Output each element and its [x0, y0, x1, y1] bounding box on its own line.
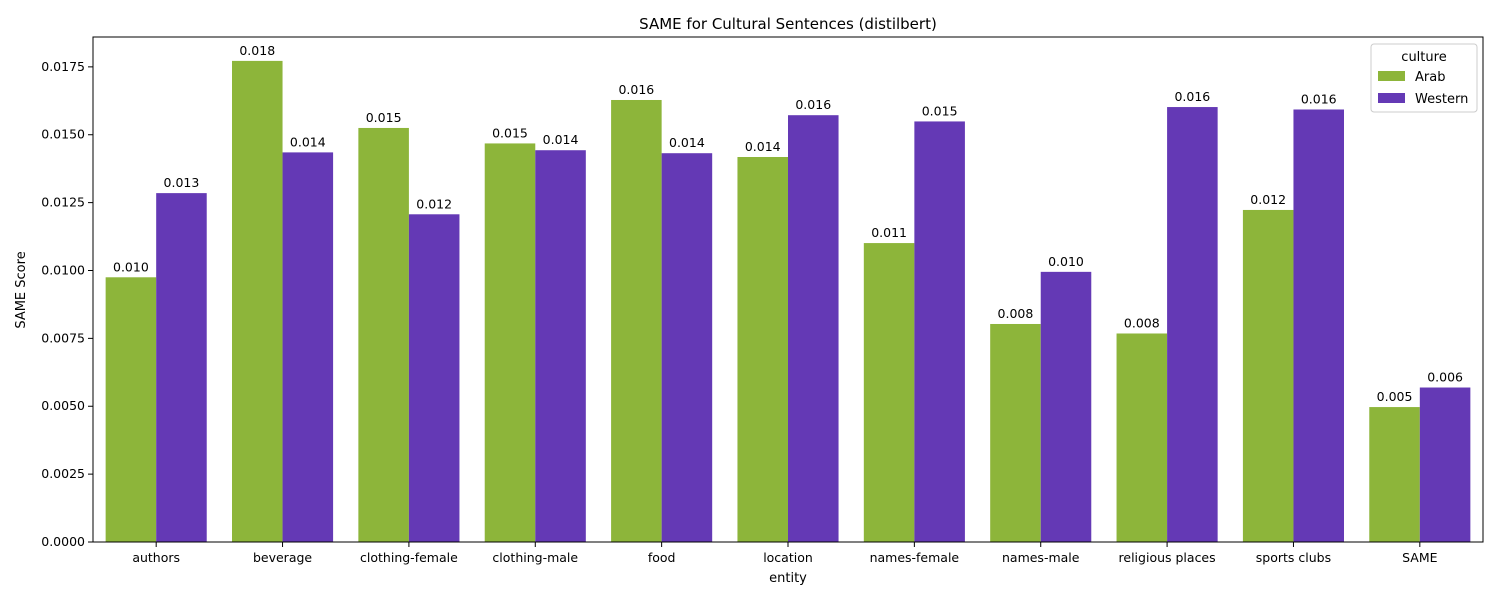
x-tick-label: authors	[132, 550, 180, 565]
y-tick-label: 0.0175	[41, 59, 85, 74]
legend-title: culture	[1401, 50, 1446, 65]
bar-arab	[1242, 209, 1294, 543]
bar-arab	[990, 323, 1041, 542]
y-tick-label: 0.0075	[41, 330, 85, 345]
legend-swatch-arab	[1378, 71, 1405, 81]
data-label-western: 0.012	[416, 196, 452, 211]
legend-label-arab: Arab	[1415, 70, 1445, 85]
data-label-western: 0.016	[1301, 91, 1337, 106]
bar-arab	[484, 143, 536, 542]
data-label-arab: 0.010	[113, 259, 149, 274]
y-tick-label: 0.0000	[41, 534, 85, 549]
data-label-western: 0.014	[669, 135, 705, 150]
bar-arab	[1369, 407, 1420, 542]
bar-arab	[611, 99, 662, 542]
x-tick-label: names-female	[870, 550, 960, 565]
bar-arab	[358, 127, 409, 543]
legend: culture Arab Western	[1370, 43, 1478, 113]
legend-label-western: Western	[1415, 92, 1468, 107]
x-tick-label: sports clubs	[1256, 550, 1331, 565]
bar-western	[408, 214, 460, 542]
data-label-arab: 0.015	[492, 125, 528, 140]
x-tick-label: clothing-male	[492, 550, 578, 565]
data-label-western: 0.015	[922, 103, 958, 118]
bar-western	[1293, 109, 1344, 542]
x-tick-label: SAME	[1402, 550, 1438, 565]
data-label-arab: 0.011	[871, 225, 907, 240]
data-label-western: 0.014	[543, 132, 579, 147]
data-label-arab: 0.014	[745, 139, 781, 154]
bar-western	[535, 150, 586, 542]
bar-arab	[1116, 333, 1168, 542]
data-label-arab: 0.008	[998, 306, 1034, 321]
data-label-arab: 0.018	[239, 43, 275, 58]
x-tick-label: food	[648, 550, 676, 565]
x-axis-label: entity	[769, 571, 807, 586]
data-label-western: 0.014	[290, 134, 326, 149]
x-tick-label: religious places	[1119, 550, 1216, 565]
bar-western	[282, 152, 334, 543]
y-tick-label: 0.0100	[41, 262, 85, 277]
x-tick-label: beverage	[253, 550, 312, 565]
bar-western	[1040, 271, 1092, 542]
data-label-arab: 0.012	[1250, 192, 1286, 207]
data-label-western: 0.010	[1048, 254, 1084, 269]
bar-western	[661, 153, 713, 543]
data-label-western: 0.013	[164, 175, 200, 190]
data-label-western: 0.016	[795, 97, 831, 112]
bar-western	[914, 121, 965, 542]
plot-frame	[92, 36, 1484, 543]
bar-arab	[232, 60, 283, 543]
x-tick-label: location	[763, 550, 813, 565]
chart-title: SAME for Cultural Sentences (distilbert)	[639, 15, 937, 33]
bar-western	[1167, 107, 1218, 542]
plot-area: 0.0000 0.0025 0.0050 0.0075 0.0100 0.0125 0.01…	[41, 43, 1471, 565]
legend-swatch-western	[1378, 93, 1405, 103]
bar-arab	[105, 277, 157, 542]
bar-arab	[863, 243, 915, 543]
bar-arab	[737, 157, 788, 542]
data-label-arab: 0.005	[1377, 389, 1413, 404]
data-label-arab: 0.015	[366, 110, 402, 125]
y-tick-label: 0.0125	[41, 195, 85, 210]
data-label-western: 0.016	[1174, 89, 1210, 104]
bar-western	[1419, 387, 1471, 542]
bar-western	[156, 193, 207, 542]
y-tick-label: 0.0050	[41, 398, 85, 413]
x-tick-label: names-male	[1002, 550, 1080, 565]
data-label-arab: 0.008	[1124, 315, 1160, 330]
bar-western	[788, 115, 839, 543]
x-tick-label: clothing-female	[360, 550, 458, 565]
y-tick-label: 0.0150	[41, 127, 85, 142]
y-tick-label: 0.0025	[41, 466, 85, 481]
data-label-western: 0.006	[1427, 370, 1463, 385]
y-axis-label: SAME Score	[14, 251, 29, 328]
data-label-arab: 0.016	[618, 82, 654, 97]
